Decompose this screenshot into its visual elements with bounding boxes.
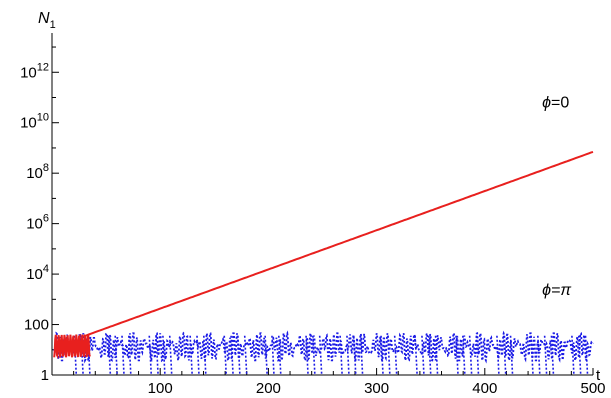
series-line-phi-0 [53, 150, 594, 360]
series-dip-phi-pi [571, 335, 575, 376]
series-dip-phi-pi [550, 335, 555, 376]
y-tick-label-base: 10 [20, 64, 37, 81]
series-dip-phi-pi [203, 335, 207, 376]
series-dip-phi-pi [359, 335, 364, 376]
series-dip-phi-pi [73, 335, 78, 376]
x-tick-label: 400 [472, 380, 497, 397]
series-dip-phi-pi [393, 335, 398, 376]
series-dip-phi-pi [271, 335, 275, 376]
y-tick-label: 104 [26, 263, 49, 283]
y-tick-label-base: 10 [26, 216, 43, 233]
series-dip-phi-pi [584, 335, 589, 376]
series-dip-phi-pi [277, 335, 282, 376]
series-dip-phi-pi [468, 335, 473, 376]
series-dip-phi-pi [346, 335, 350, 376]
y-tick-label-exponent: 10 [37, 112, 49, 124]
series-dip-phi-pi [305, 335, 309, 376]
series-dip-phi-pi [496, 335, 500, 376]
axes [51, 33, 593, 376]
series-dip-phi-pi [380, 335, 384, 376]
series-dip-phi-pi [427, 335, 432, 376]
y-tick-label: 1 [41, 367, 49, 384]
series-dip-phi-pi [189, 335, 193, 376]
y-axis-title-base: N [38, 10, 50, 27]
y-tick-label-base: 100 [24, 317, 49, 334]
series-dip-phi-pi [128, 335, 132, 376]
series-dip-phi-pi [318, 335, 323, 376]
y-tick-label: 100 [24, 317, 49, 334]
series-label-phi-0-symbol: ϕ [542, 95, 551, 112]
series-dip-phi-pi [577, 335, 582, 376]
series-dip-phi-pi [414, 335, 418, 376]
series-label-phi-0-value: =0 [551, 95, 569, 112]
series-dip-phi-pi [462, 335, 466, 376]
y-tick-label-base: 10 [26, 165, 43, 182]
y-axis-title-subscript: 1 [50, 19, 56, 31]
series-label-phi-pi-value: =π [551, 282, 571, 299]
y-tick-label-base: 10 [26, 266, 43, 283]
series-dip-phi-pi [148, 335, 153, 376]
x-axis-title: t [596, 367, 601, 384]
series-dip-phi-pi [352, 335, 357, 376]
y-tick-label-base: 10 [20, 115, 37, 132]
series-dip-phi-pi [475, 335, 480, 376]
series-dip-phi-pi [543, 335, 548, 376]
y-tick-label-base: 1 [41, 367, 49, 384]
y-tick-label-exponent: 4 [43, 263, 49, 275]
series-dip-phi-pi [509, 335, 514, 376]
series-dip-phi-pi [264, 335, 268, 376]
series-line-phi-pi [53, 330, 594, 364]
series-label-phi-0: ϕ=0 [542, 95, 569, 112]
series-dip-phi-pi [114, 335, 118, 376]
series-dip-phi-pi [162, 335, 166, 376]
y-tick-label: 106 [26, 213, 49, 233]
series-dip-phi-pi [455, 335, 459, 376]
series-dip-phi-pi [387, 335, 391, 376]
series-dip-phi-pi [230, 335, 234, 376]
series-dip-phi-pi [312, 335, 316, 376]
y-tick-label-exponent: 12 [37, 61, 49, 73]
series-dip-phi-pi [237, 335, 241, 376]
series-dip-phi-pi [196, 335, 200, 376]
series-layer [53, 150, 594, 376]
series-dip-phi-pi [243, 335, 248, 376]
y-tick-label: 1012 [20, 61, 49, 81]
x-tick-label: 200 [256, 380, 281, 397]
y-tick-label-exponent: 6 [43, 213, 49, 225]
x-tick-label: 300 [364, 380, 389, 397]
series-dip-phi-pi [530, 335, 534, 376]
series-dip-phi-pi [155, 335, 159, 376]
series-dip-phi-pi [223, 335, 228, 376]
series-dip-phi-pi [107, 335, 112, 376]
series-dip-phi-pi [421, 335, 425, 376]
series-dip-phi-pi [80, 335, 84, 376]
series-dip-phi-pi [87, 335, 91, 376]
series-label-phi-pi: ϕ=π [542, 282, 571, 299]
y-tick-label-exponent: 8 [43, 162, 49, 174]
y-tick-label: 1010 [20, 112, 49, 132]
y-axis-title: N1 [38, 10, 56, 31]
series-dip-phi-pi [121, 335, 125, 376]
series-dip-phi-pi [537, 335, 541, 376]
series-dip-phi-pi [168, 335, 173, 376]
series-dip-phi-pi [502, 335, 507, 376]
x-tick-label: 100 [148, 380, 173, 397]
x-tick-label: 500 [580, 380, 605, 397]
series-label-phi-pi-symbol: ϕ [542, 282, 551, 299]
series-dip-phi-pi [339, 335, 343, 376]
series-dip-phi-pi [434, 335, 439, 376]
y-tick-label: 108 [26, 162, 49, 182]
